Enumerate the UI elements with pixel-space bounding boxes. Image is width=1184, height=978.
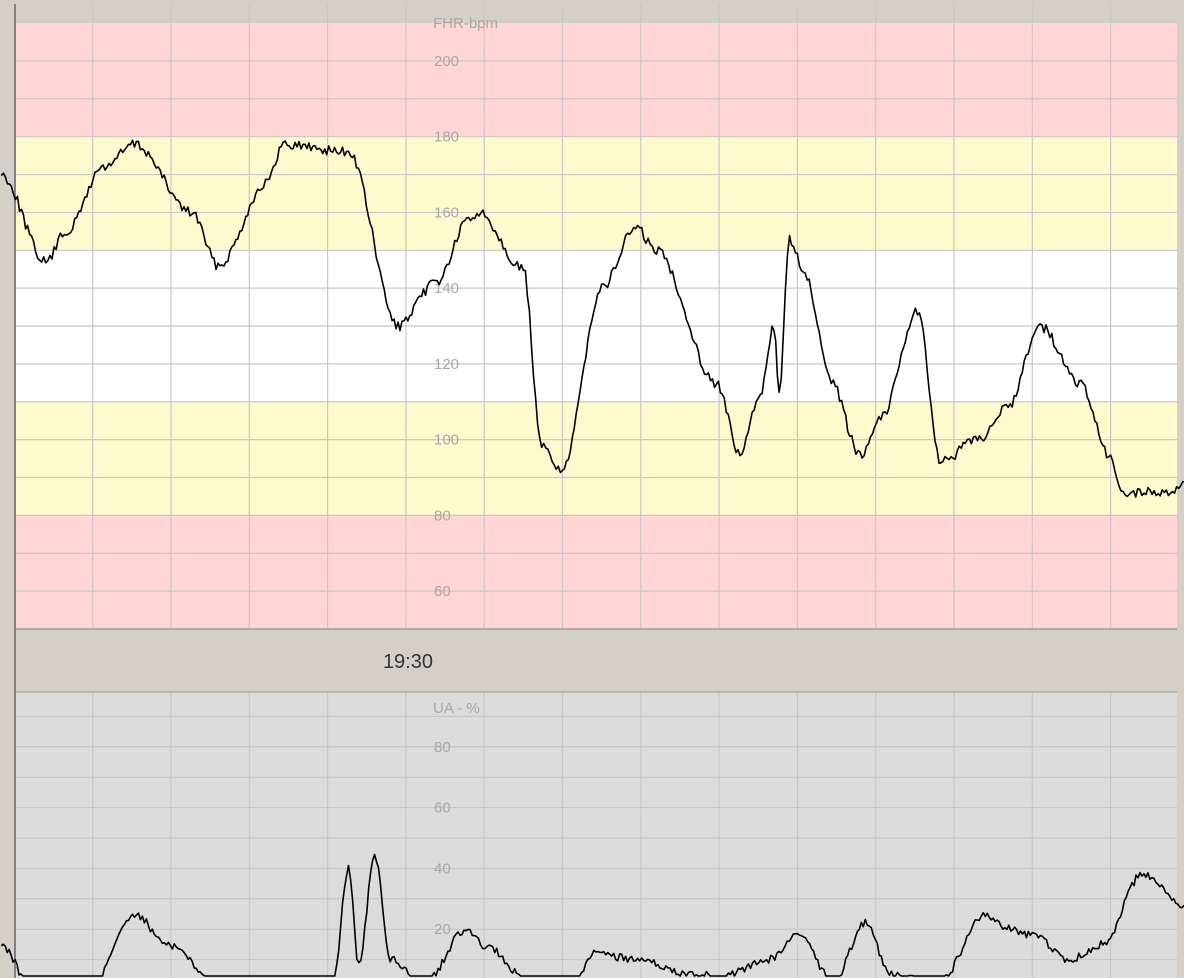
fhr-trace xyxy=(0,139,1184,498)
ua-tick-labels: 20 40 60 80 xyxy=(434,739,451,938)
fhr-series-line xyxy=(0,139,1184,498)
fhr-axis-label: FHR-bpm xyxy=(433,15,498,32)
fhr-band-3 xyxy=(15,136,1177,251)
ua-grid xyxy=(13,692,1177,978)
ua-background xyxy=(15,692,1177,978)
fhr-tick-140: 140 xyxy=(434,280,459,297)
ua-trace xyxy=(0,853,1184,977)
fhr-band-0 xyxy=(15,515,1177,629)
fhr-tick-180: 180 xyxy=(434,129,459,146)
ua-tick-40: 40 xyxy=(434,860,451,877)
fhr-tick-160: 160 xyxy=(434,204,459,221)
fhr-tick-100: 100 xyxy=(434,432,459,449)
ua-series-line xyxy=(0,853,1184,977)
fhr-grid xyxy=(13,4,1177,629)
fhr-tick-60: 60 xyxy=(434,583,451,600)
ua-tick-80: 80 xyxy=(434,739,451,756)
time-bar xyxy=(15,630,1177,692)
fhr-band-4 xyxy=(15,23,1177,137)
fhr-risk-bands xyxy=(15,23,1177,629)
time-label: 19:30 xyxy=(383,651,433,673)
fhr-tick-120: 120 xyxy=(434,356,459,373)
fhr-tick-labels: 60 80 100 120 140 160 180 200 xyxy=(434,53,459,600)
fhr-tick-80: 80 xyxy=(434,507,451,524)
fhr-band-1 xyxy=(15,401,1177,516)
ua-tick-20: 20 xyxy=(434,921,451,938)
fhr-tick-200: 200 xyxy=(434,53,459,70)
ua-tick-60: 60 xyxy=(434,800,451,817)
ua-axis-label: UA - % xyxy=(433,700,480,717)
